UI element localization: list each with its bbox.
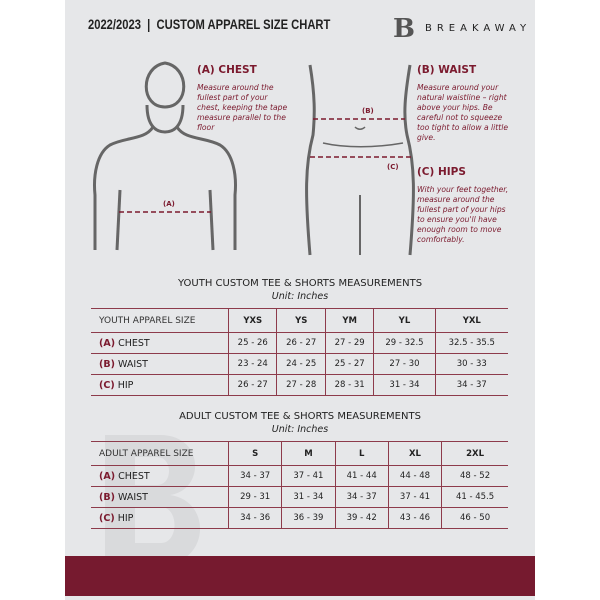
hips-heading: (C) HIPS [417, 166, 466, 178]
row-label: CHEST [118, 337, 150, 349]
hips-instructions: With your feet together, measure around … [417, 185, 509, 244]
cell: 27 - 29 [324, 332, 374, 354]
row-label: HIP [117, 379, 134, 391]
youth-unit: Unit: Inches [271, 291, 329, 302]
cell: 28 - 31 [324, 374, 374, 396]
cell: 34 - 37 [434, 374, 508, 396]
size-header: XL [387, 441, 442, 466]
cell: 34 - 37 [334, 486, 389, 508]
youth-size-table: YOUTH APPAREL SIZE YXS YS YM YL YXL (A) … [91, 308, 508, 396]
row-label: HIP [117, 512, 134, 524]
table-row: (C) HIP 26 - 27 27 - 28 28 - 31 31 - 34 34 - … [91, 374, 508, 396]
row-label: CHEST [118, 470, 150, 482]
size-header: YS [276, 308, 326, 333]
row-label: WAIST [117, 358, 148, 370]
row-code: (C) [99, 512, 115, 524]
adult-unit: Unit: Inches [271, 424, 329, 435]
cell: 29 - 32.5 [373, 332, 436, 354]
row-code: (B) [99, 491, 115, 503]
row-code: (B) [99, 358, 115, 370]
cell: 48 - 52 [441, 465, 508, 487]
table-header-row: YOUTH APPAREL SIZE YXS YS YM YL YXL [91, 308, 508, 333]
row-label: WAIST [117, 491, 148, 503]
size-header: L [334, 441, 389, 466]
cell: 37 - 41 [281, 465, 336, 487]
table-row: (A) CHEST 25 - 26 26 - 27 27 - 29 29 - 32.5 3… [91, 332, 508, 354]
waist-instructions: Measure around your natural waistline – … [417, 83, 508, 142]
cell: 31 - 34 [281, 486, 336, 508]
cell: 34 - 36 [227, 507, 282, 529]
row-code: (C) [99, 379, 115, 391]
size-header: S [227, 441, 282, 466]
cell: 34 - 37 [227, 465, 282, 487]
size-chart-page: 2022/2023 | CUSTOM APPAREL SIZE CHART B … [65, 0, 535, 600]
header-label: YOUTH APPAREL SIZE [91, 308, 229, 333]
waist-heading: (B) WAIST [417, 64, 477, 76]
table-header-row: ADULT APPAREL SIZE S M L XL 2XL [91, 441, 508, 466]
lower-body-figure [305, 64, 415, 256]
footer-band [65, 556, 535, 596]
table-row: (C) HIP 34 - 36 36 - 39 39 - 42 43 - 46 46 - … [91, 507, 508, 529]
size-header: M [281, 441, 336, 466]
adult-size-table: ADULT APPAREL SIZE S M L XL 2XL (A) CHES… [91, 441, 508, 529]
hips-marker: (C) [387, 163, 399, 171]
size-header: YL [373, 308, 436, 333]
youth-table-title: YOUTH CUSTOM TEE & SHORTS MEASUREMENTS [177, 278, 423, 289]
cell: 41 - 44 [334, 465, 389, 487]
chest-marker: (A) [163, 200, 175, 208]
size-header: YXS [227, 308, 277, 333]
breakaway-logo-icon: B [393, 14, 415, 44]
table-row: (B) WAIST 23 - 24 24 - 25 25 - 27 27 - 30 30 … [91, 353, 508, 375]
row-code: (A) [99, 470, 116, 482]
cell: 41 - 45.5 [441, 486, 508, 508]
size-header: YXL [434, 308, 508, 333]
table-row: (A) CHEST 34 - 37 37 - 41 41 - 44 44 - 48 48 … [91, 465, 508, 487]
cell: 31 - 34 [373, 374, 436, 396]
size-header: 2XL [441, 441, 508, 466]
chest-heading: (A) CHEST [197, 64, 257, 76]
cell: 44 - 48 [387, 465, 442, 487]
body-figures-illustration: (A) (B) (C) [93, 61, 415, 256]
header-label: ADULT APPAREL SIZE [91, 441, 229, 466]
cell: 36 - 39 [281, 507, 336, 529]
cell: 30 - 33 [434, 353, 508, 375]
row-code: (A) [99, 337, 116, 349]
cell: 27 - 30 [373, 353, 436, 375]
page-title: 2022/2023 | CUSTOM APPAREL SIZE CHART [88, 16, 331, 32]
cell: 26 - 27 [276, 332, 326, 354]
cell: 27 - 28 [276, 374, 326, 396]
cell: 37 - 41 [387, 486, 442, 508]
cell: 24 - 25 [276, 353, 326, 375]
chest-instructions: Measure around the fullest part of your … [197, 83, 288, 132]
cell: 25 - 27 [324, 353, 374, 375]
upper-body-figure [93, 61, 237, 251]
cell: 32.5 - 35.5 [434, 332, 508, 354]
cell: 26 - 27 [227, 374, 277, 396]
brand-name: BREAKAWAY [425, 23, 532, 34]
table-row: (B) WAIST 29 - 31 31 - 34 34 - 37 37 - 41 41 … [91, 486, 508, 508]
size-header: YM [324, 308, 374, 333]
cell: 25 - 26 [227, 332, 277, 354]
cell: 23 - 24 [227, 353, 277, 375]
waist-marker: (B) [362, 107, 374, 115]
cell: 39 - 42 [334, 507, 389, 529]
cell: 43 - 46 [387, 507, 442, 529]
cell: 29 - 31 [227, 486, 282, 508]
adult-table-title: ADULT CUSTOM TEE & SHORTS MEASUREMENTS [179, 411, 421, 422]
cell: 46 - 50 [441, 507, 508, 529]
